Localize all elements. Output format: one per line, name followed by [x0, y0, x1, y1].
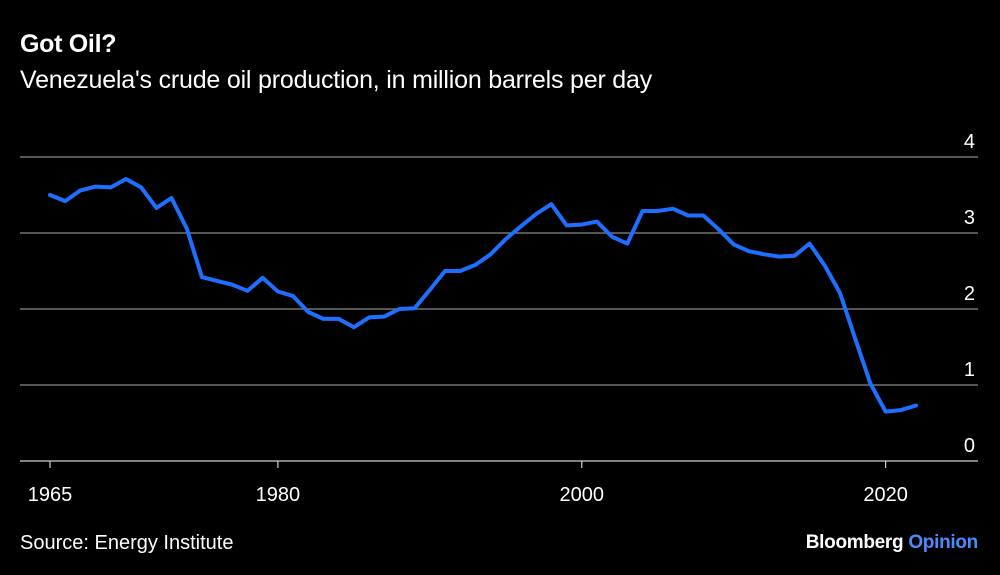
y-tick-label: 1 — [964, 359, 975, 381]
brand-logo: Bloomberg Opinion — [805, 532, 979, 554]
x-tick-label: 1965 — [28, 484, 73, 506]
x-tick-label: 2000 — [560, 484, 605, 506]
y-tick-label: 4 — [964, 131, 975, 153]
brand-secondary: Opinion — [908, 532, 978, 553]
source-note: Source: Energy Institute — [20, 532, 234, 554]
y-tick-label: 2 — [964, 283, 975, 305]
x-tick-label: 2020 — [863, 484, 908, 506]
chart-subtitle: Venezuela's crude oil production, in mil… — [20, 66, 653, 94]
y-tick-label: 3 — [964, 207, 975, 229]
series-line-production — [48, 177, 918, 414]
y-tick-label: 0 — [964, 435, 975, 457]
chart-title: Got Oil? — [20, 30, 117, 58]
x-tick-label: 1980 — [256, 484, 301, 506]
brand-primary: Bloomberg — [805, 532, 904, 553]
